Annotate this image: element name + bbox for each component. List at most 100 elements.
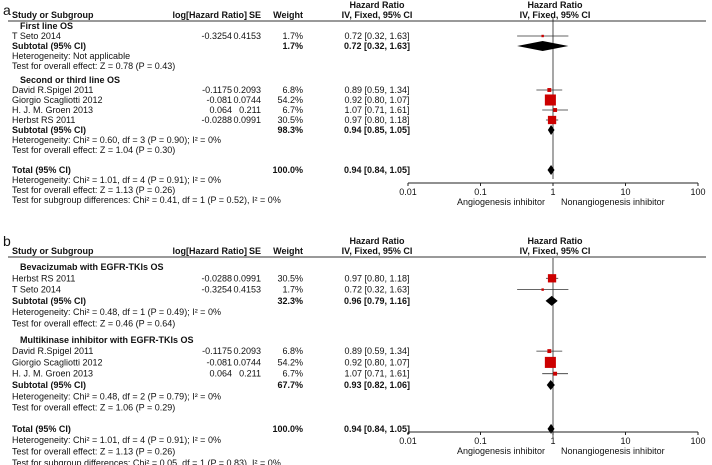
x-tick-label: 10 xyxy=(620,187,630,197)
header-hr-title: Hazard Ratio xyxy=(349,236,405,246)
total-weight: 100.0% xyxy=(272,165,303,175)
study-ci: 0.89 [0.59, 1.34] xyxy=(344,346,409,356)
study-weight: 1.7% xyxy=(282,285,303,295)
study-name: Herbst RS 2011 xyxy=(12,115,75,125)
header-hr-sub: IV, Fixed, 95% CI xyxy=(342,246,413,256)
header-se: SE xyxy=(249,10,261,20)
x-tick-label: 0.1 xyxy=(474,436,487,446)
study-se: 0.0744 xyxy=(233,95,261,105)
total-diamond xyxy=(547,165,555,175)
study-marker xyxy=(547,274,557,283)
study-weight: 6.7% xyxy=(282,369,303,379)
study-loghr: -0.0288 xyxy=(201,273,232,283)
x-tick-label: 1 xyxy=(550,187,555,197)
study-loghr: -0.3254 xyxy=(201,31,232,41)
total-ci: 0.94 [0.84, 1.05] xyxy=(344,165,410,175)
study-marker xyxy=(541,288,544,291)
study-loghr: -0.0288 xyxy=(201,115,232,125)
study-se: 0.0744 xyxy=(233,357,261,367)
study-se: 0.211 xyxy=(239,369,261,379)
study-loghr: -0.081 xyxy=(206,357,232,367)
study-se: 0.2093 xyxy=(233,85,261,95)
header-se: SE xyxy=(249,246,261,256)
subtotal-diamond xyxy=(547,125,555,135)
header-hr-title: Hazard Ratio xyxy=(349,0,405,10)
favours-right-label: Nonangiogenesis inhibitor xyxy=(561,197,665,207)
footer-stat: Test for overall effect: Z = 1.13 (P = 0… xyxy=(12,447,175,457)
header-plot-title: Hazard Ratio xyxy=(527,0,583,10)
study-marker xyxy=(547,115,557,125)
study-marker xyxy=(553,108,558,112)
footer-stat: Test for subgroup differences: Chi² = 0.… xyxy=(12,458,281,465)
study-weight: 6.8% xyxy=(282,85,303,95)
study-ci: 0.72 [0.32, 1.63] xyxy=(344,31,409,41)
subtotal-diamond xyxy=(545,295,558,306)
study-name: Giorgio Scagliotti 2012 xyxy=(12,95,103,105)
subgroup-heterogeneity: Heterogeneity: Chi² = 0.60, df = 3 (P = … xyxy=(12,135,221,145)
subtotal-diamond xyxy=(546,380,555,390)
study-name: Herbst RS 2011 xyxy=(12,273,75,283)
subtotal-ci: 0.72 [0.32, 1.63] xyxy=(344,41,410,51)
study-weight: 6.7% xyxy=(282,105,303,115)
study-ci: 0.97 [0.80, 1.18] xyxy=(344,273,409,283)
subgroup-overall-effect: Test for overall effect: Z = 0.78 (P = 0… xyxy=(12,61,175,71)
study-ci: 0.92 [0.80, 1.07] xyxy=(344,357,409,367)
study-name: H. J. M. Groen 2013 xyxy=(12,369,93,379)
study-marker xyxy=(547,88,552,92)
subtotal-label: Subtotal (95% CI) xyxy=(12,380,86,390)
study-se: 0.4153 xyxy=(233,285,261,295)
subtotal-ci: 0.93 [0.82, 1.06] xyxy=(344,380,410,390)
header-hr-sub: IV, Fixed, 95% CI xyxy=(342,10,413,20)
x-tick-label: 10 xyxy=(620,436,630,446)
study-loghr: -0.3254 xyxy=(201,285,232,295)
study-ci: 1.07 [0.71, 1.61] xyxy=(344,105,409,115)
study-ci: 0.72 [0.32, 1.63] xyxy=(344,285,409,295)
subtotal-weight: 32.3% xyxy=(277,296,303,306)
header-plot-sub: IV, Fixed, 95% CI xyxy=(520,10,591,20)
footer-stat: Test for overall effect: Z = 1.13 (P = 0… xyxy=(12,185,175,195)
panel-label: a xyxy=(3,2,11,18)
header-weight: Weight xyxy=(273,10,303,20)
x-tick-label: 100 xyxy=(690,436,705,446)
study-loghr: 0.064 xyxy=(209,105,232,115)
subgroup-title: First line OS xyxy=(20,21,73,31)
study-weight: 30.5% xyxy=(277,273,303,283)
study-marker xyxy=(541,34,544,38)
subgroup-title: Multikinase inhibitor with EGFR-TKIs OS xyxy=(20,335,194,345)
total-ci: 0.94 [0.84, 1.05] xyxy=(344,424,410,434)
study-se: 0.0991 xyxy=(233,273,261,283)
subtotal-ci: 0.94 [0.85, 1.05] xyxy=(344,125,410,135)
subtotal-label: Subtotal (95% CI) xyxy=(12,125,86,135)
subtotal-label: Subtotal (95% CI) xyxy=(12,296,86,306)
subgroup-title: Second or third line OS xyxy=(20,75,120,85)
subgroup-heterogeneity: Heterogeneity: Chi² = 0.48, df = 2 (P = … xyxy=(12,391,221,401)
study-name: H. J. M. Groen 2013 xyxy=(12,105,93,115)
footer-stat: Test for subgroup differences: Chi² = 0.… xyxy=(12,195,281,205)
subgroup-overall-effect: Test for overall effect: Z = 0.46 (P = 0… xyxy=(12,319,175,329)
study-weight: 54.2% xyxy=(277,357,303,367)
study-ci: 0.97 [0.80, 1.18] xyxy=(344,115,409,125)
subtotal-weight: 98.3% xyxy=(277,125,303,135)
header-plot-title: Hazard Ratio xyxy=(527,236,583,246)
x-tick-label: 100 xyxy=(690,187,705,197)
study-ci: 1.07 [0.71, 1.61] xyxy=(344,369,409,379)
study-loghr: -0.1175 xyxy=(202,85,232,95)
x-tick-label: 1 xyxy=(550,436,555,446)
total-weight: 100.0% xyxy=(272,424,303,434)
study-name: T Seto 2014 xyxy=(12,285,61,295)
study-ci: 0.92 [0.80, 1.07] xyxy=(344,95,409,105)
study-name: Giorgio Scagliotti 2012 xyxy=(12,357,103,367)
subtotal-weight: 1.7% xyxy=(282,41,303,51)
study-name: T Seto 2014 xyxy=(12,31,61,41)
study-weight: 54.2% xyxy=(277,95,303,105)
subtotal-label: Subtotal (95% CI) xyxy=(12,41,86,51)
study-loghr: 0.064 xyxy=(209,369,232,379)
study-loghr: -0.1175 xyxy=(202,346,232,356)
subtotal-weight: 67.7% xyxy=(277,380,303,390)
study-name: David R.Spigel 2011 xyxy=(12,346,93,356)
panel-label: b xyxy=(3,233,11,249)
subtotal-diamond xyxy=(517,41,569,51)
header-loghr: log[Hazard Ratio] xyxy=(172,10,247,20)
header-study: Study or Subgroup xyxy=(12,246,94,256)
